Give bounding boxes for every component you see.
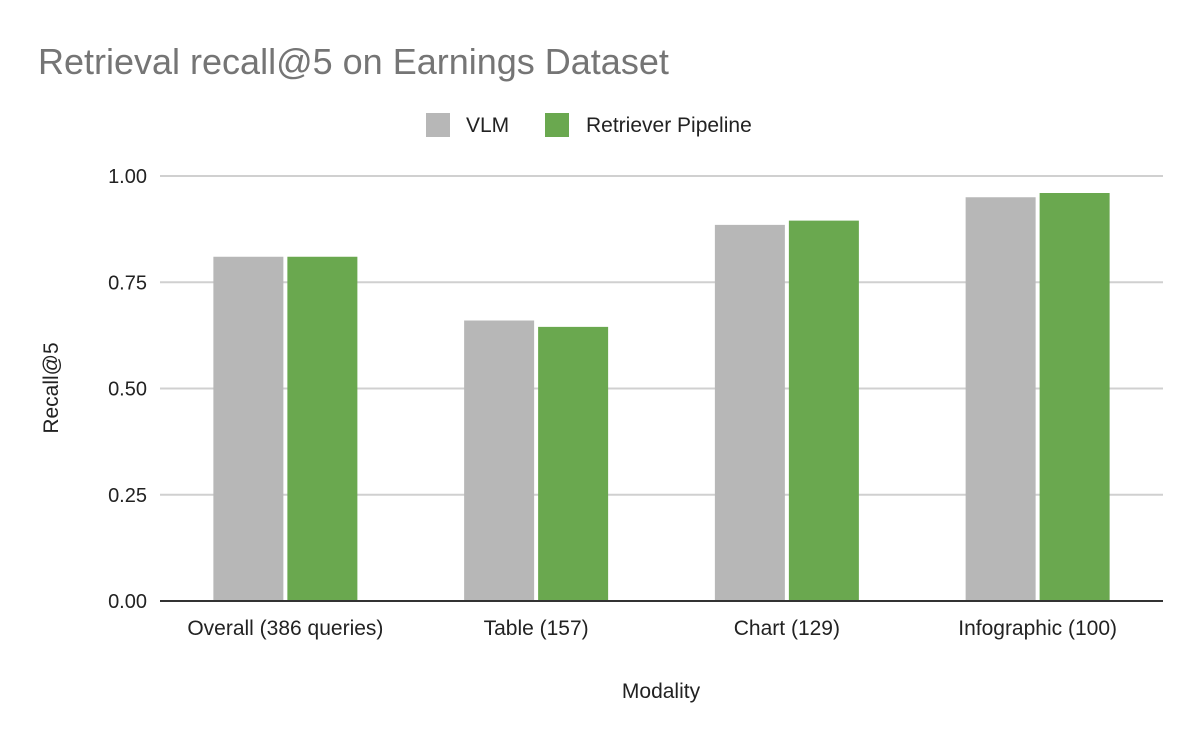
legend-swatch-retriever-pipeline: [545, 113, 569, 137]
x-category-label: Infographic (100): [958, 617, 1117, 640]
bar-vlm-2: [714, 224, 785, 601]
bar-vlm-1: [464, 320, 535, 601]
legend: VLM Retriever Pipeline: [426, 113, 752, 137]
x-category-label: Table (157): [484, 617, 589, 640]
x-axis-labels: Overall (386 queries) Table (157) Chart (1…: [187, 617, 1117, 640]
x-category-label: Overall (386 queries): [187, 617, 383, 640]
y-tick-label: 1.00: [108, 166, 147, 188]
legend-label-vlm: VLM: [466, 114, 509, 137]
bar-retriever-pipeline-0: [287, 256, 358, 601]
y-axis-ticks: 0.00 0.25 0.50 0.75 1.00: [108, 166, 147, 613]
bar-vlm-3: [965, 197, 1036, 601]
bar-retriever-pipeline-3: [1039, 193, 1110, 601]
x-category-label: Chart (129): [734, 617, 840, 640]
bar-retriever-pipeline-1: [538, 326, 609, 601]
chart-title: Retrieval recall@5 on Earnings Dataset: [38, 41, 669, 82]
bars: [213, 193, 1110, 601]
y-tick-label: 0.50: [108, 379, 147, 401]
legend-swatch-vlm: [426, 113, 450, 137]
y-axis-title: Recall@5: [40, 342, 63, 433]
bar-vlm-0: [213, 256, 284, 601]
x-axis-title: Modality: [622, 680, 701, 703]
y-tick-label: 0.00: [108, 591, 147, 613]
y-tick-label: 0.25: [108, 485, 147, 507]
legend-label-retriever-pipeline: Retriever Pipeline: [586, 114, 752, 137]
bar-retriever-pipeline-2: [788, 220, 859, 601]
y-tick-label: 0.75: [108, 272, 147, 294]
